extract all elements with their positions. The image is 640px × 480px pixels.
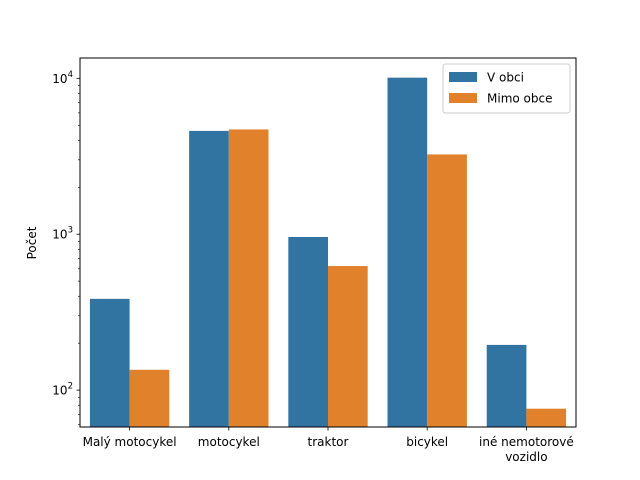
legend: V obci Mimo obce	[442, 63, 571, 114]
legend-swatch-0	[449, 72, 477, 82]
y-tick-label-0: 102	[52, 382, 73, 398]
y-axis: 102 103 104	[52, 70, 80, 398]
legend-label-1: Mimo obce	[487, 92, 552, 106]
plot-frame	[79, 57, 577, 428]
bar-series1-cat0	[129, 369, 170, 427]
x-axis: Malý motocykel motocykel traktor bicykel iné…	[83, 427, 574, 464]
legend-label-0: V obci	[487, 71, 524, 85]
bar-series0-cat2	[288, 236, 328, 427]
x-tick-label-3: bicykel	[406, 435, 448, 449]
y-axis-label: Počet	[25, 226, 39, 259]
x-tick-label-4-line1: vozidlo	[505, 450, 547, 464]
y-tick-label-2: 104	[52, 70, 73, 86]
bar-series0-cat1	[189, 130, 229, 427]
x-tick-label-1: motocykel	[198, 435, 260, 449]
bar-series1-cat1	[228, 129, 269, 427]
bars-group	[89, 77, 567, 428]
bar-series0-cat4	[486, 344, 527, 427]
bar-series0-cat0	[89, 298, 130, 427]
y-tick-label-1: 103	[52, 226, 73, 242]
legend-swatch-1	[449, 93, 477, 103]
x-tick-label-4: iné nemotorové	[479, 435, 574, 449]
x-tick-label-2: traktor	[308, 435, 349, 449]
x-tick-label-0: Malý motocykel	[83, 435, 177, 449]
bar-series0-cat3	[387, 77, 428, 428]
bar-series1-cat4	[526, 408, 567, 427]
bar-series1-cat2	[328, 266, 368, 427]
bar-series1-cat3	[427, 154, 467, 428]
